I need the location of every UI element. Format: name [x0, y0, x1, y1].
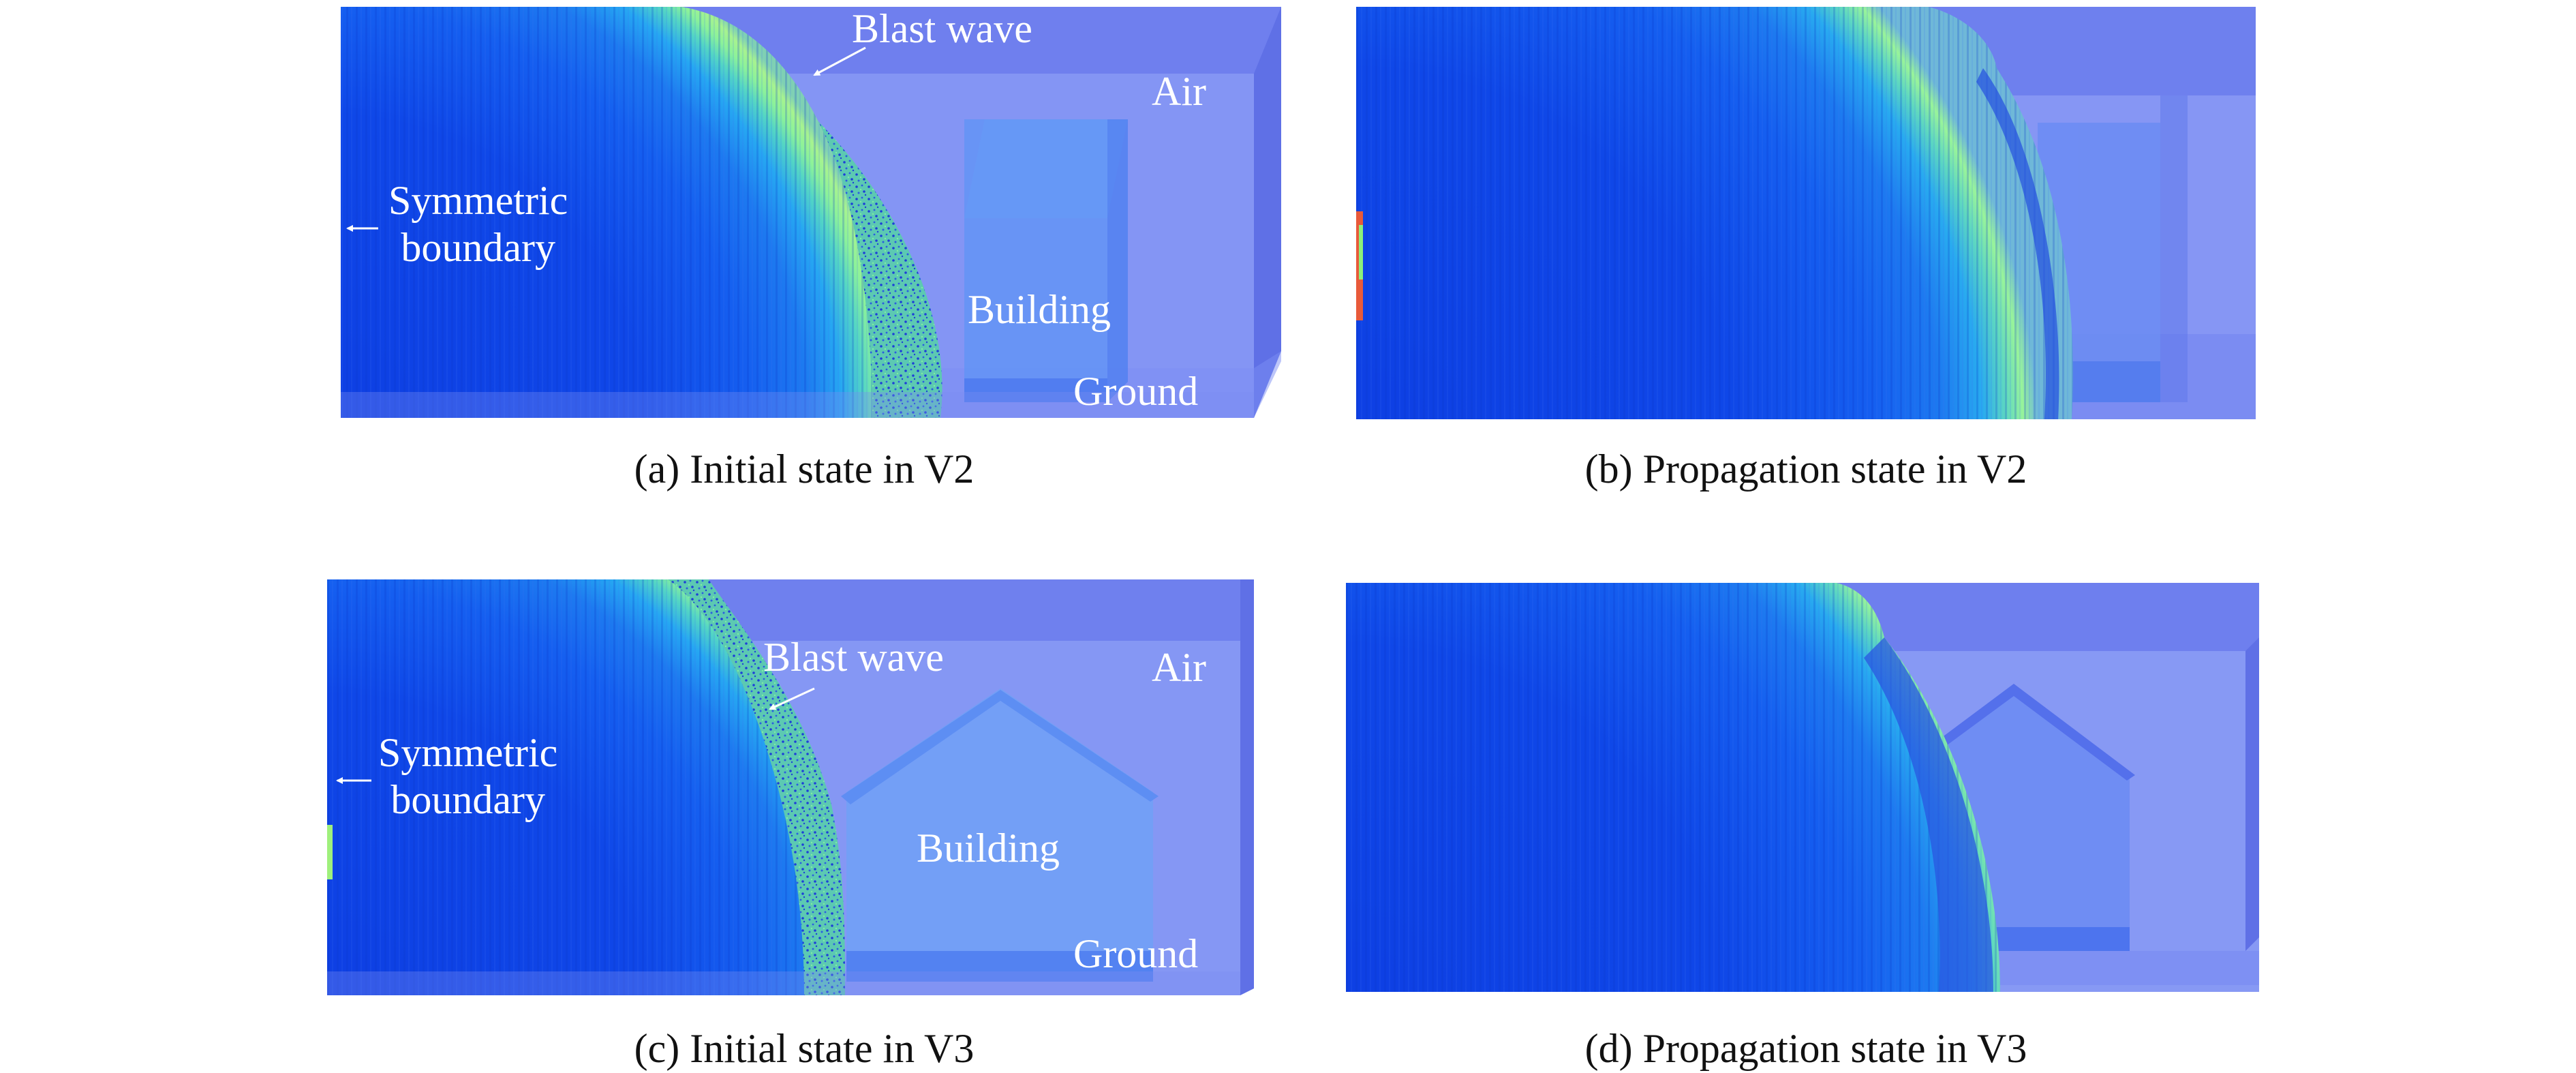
building-v2 — [964, 119, 1128, 402]
reflected-wave — [1976, 68, 2059, 419]
caption-a: (a) Initial state in V2 — [634, 447, 975, 492]
domain-side-face — [1254, 7, 1281, 418]
ground-label: Ground — [1073, 931, 1199, 976]
panel-a-figure — [341, 7, 1281, 418]
blast-wave-streaks — [1356, 7, 2073, 419]
blast-wave-label: Blast wave — [852, 6, 1032, 51]
ground-slab — [341, 392, 1254, 418]
caption-d: (d) Propagation state in V3 — [1584, 1026, 2027, 1071]
blast-wave-arrow — [813, 46, 866, 76]
panel-c-figure — [327, 579, 1254, 995]
building-label: Building — [968, 287, 1111, 332]
blast-wave-streaks — [1346, 583, 2000, 992]
ground-label: Ground — [1073, 369, 1199, 414]
panel-b-figure — [1356, 7, 2256, 419]
domain-side-face — [2245, 637, 2259, 951]
building-label: Building — [917, 826, 1060, 871]
reflected-wave — [1864, 637, 1993, 992]
caption-c: (c) Initial state in V3 — [634, 1026, 975, 1071]
symmetric-boundary-label: Symmetric boundary — [388, 178, 568, 270]
blast-wave-streaks — [341, 7, 872, 418]
panel-b — [1356, 7, 2256, 429]
air-label: Air — [1152, 645, 1206, 690]
caption-b: (b) Propagation state in V2 — [1584, 447, 2027, 492]
air-label: Air — [1152, 69, 1206, 114]
blast-wave-label: Blast wave — [763, 635, 944, 680]
symmetric-boundary-edge-green — [1359, 225, 1363, 279]
panel-d — [1346, 583, 2259, 999]
symmetric-boundary-edge-green — [327, 825, 333, 879]
blast-wave-arrow — [769, 687, 815, 710]
symmetric-boundary-label: Symmetric boundary — [378, 730, 558, 822]
blast-wave-streaks — [327, 579, 804, 995]
domain-side-face — [1240, 579, 1254, 995]
panel-d-figure — [1346, 583, 2259, 992]
ground-slab — [327, 971, 1240, 995]
building-v3 — [841, 689, 1159, 982]
panel-c: Blast wave Air Symmetric boundary Buildi… — [327, 579, 1295, 1002]
panel-a: Blast wave Air Symmetric boundary Buildi… — [327, 0, 1295, 436]
